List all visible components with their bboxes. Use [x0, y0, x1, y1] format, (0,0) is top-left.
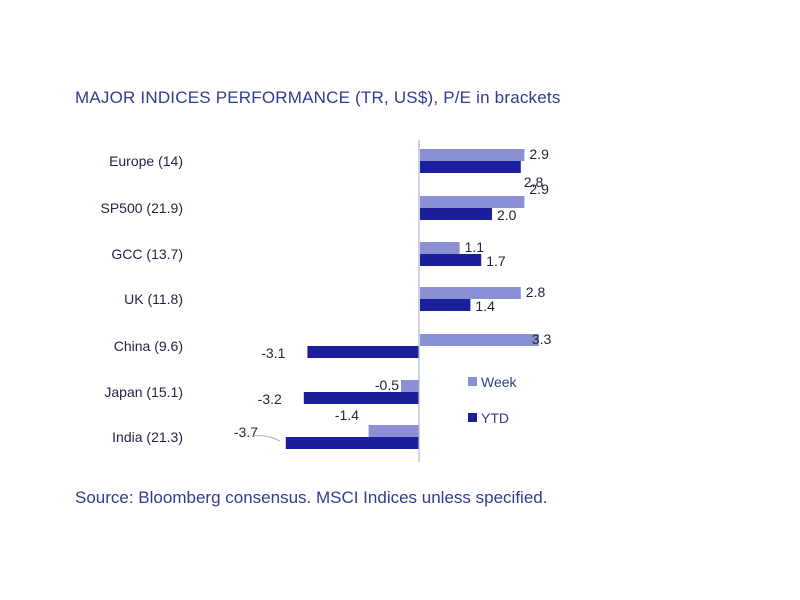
- category-label: Japan (15.1): [104, 384, 183, 400]
- ytd-bar: [307, 346, 419, 358]
- week-value-label: -0.5: [375, 377, 399, 393]
- legend-week-swatch: [468, 377, 477, 386]
- ytd-bar: [303, 392, 419, 404]
- week-value-label: 2.9: [529, 146, 549, 162]
- week-bar: [420, 149, 525, 161]
- category-label: GCC (13.7): [111, 246, 183, 262]
- bars: [285, 149, 539, 449]
- ytd-value-label: -3.1: [261, 345, 285, 361]
- ytd-value-label: -3.7: [234, 424, 258, 440]
- week-bar: [420, 287, 521, 299]
- week-value-label: 1.1: [465, 239, 485, 255]
- chart-source-note: Source: Bloomberg consensus. MSCI Indice…: [75, 488, 548, 507]
- week-bar: [368, 425, 419, 437]
- ytd-value-label: 1.7: [486, 253, 506, 269]
- chart-title: MAJOR INDICES PERFORMANCE (TR, US$), P/E…: [75, 88, 561, 107]
- category-label: UK (11.8): [124, 291, 183, 307]
- week-value-label: 2.9: [529, 181, 549, 197]
- category-label: SP500 (21.9): [101, 200, 184, 216]
- week-value-label: -1.4: [335, 407, 359, 423]
- week-bar: [420, 196, 525, 208]
- leader-line: [251, 434, 281, 442]
- week-bar: [420, 242, 460, 254]
- category-label: China (9.6): [114, 338, 183, 354]
- ytd-bar: [420, 208, 492, 220]
- ytd-bar: [420, 299, 471, 311]
- ytd-bar: [285, 437, 419, 449]
- value-labels: 2.92.82.92.01.11.72.81.43.3-3.1-0.5-3.2-…: [234, 146, 552, 440]
- category-label: Europe (14): [109, 153, 183, 169]
- ytd-bar: [420, 254, 482, 266]
- legend-ytd-swatch: [468, 413, 477, 422]
- ytd-value-label: 2.0: [497, 207, 517, 223]
- week-bar: [401, 380, 419, 392]
- week-value-label: 2.8: [526, 284, 546, 300]
- legend-week-label: Week: [481, 374, 518, 390]
- ytd-value-label: 1.4: [475, 298, 495, 314]
- category-labels: Europe (14) SP500 (21.9) GCC (13.7) UK (11.…: [101, 153, 184, 445]
- ytd-value-label: 2.8: [524, 174, 544, 190]
- ytd-bar: [420, 161, 521, 173]
- category-label: India (21.3): [112, 429, 183, 445]
- ytd-value-label: -3.2: [258, 391, 282, 407]
- week-value-label: 3.3: [532, 331, 552, 347]
- week-bar: [420, 334, 539, 346]
- legend: Week YTD: [468, 374, 518, 426]
- legend-ytd-label: YTD: [481, 410, 509, 426]
